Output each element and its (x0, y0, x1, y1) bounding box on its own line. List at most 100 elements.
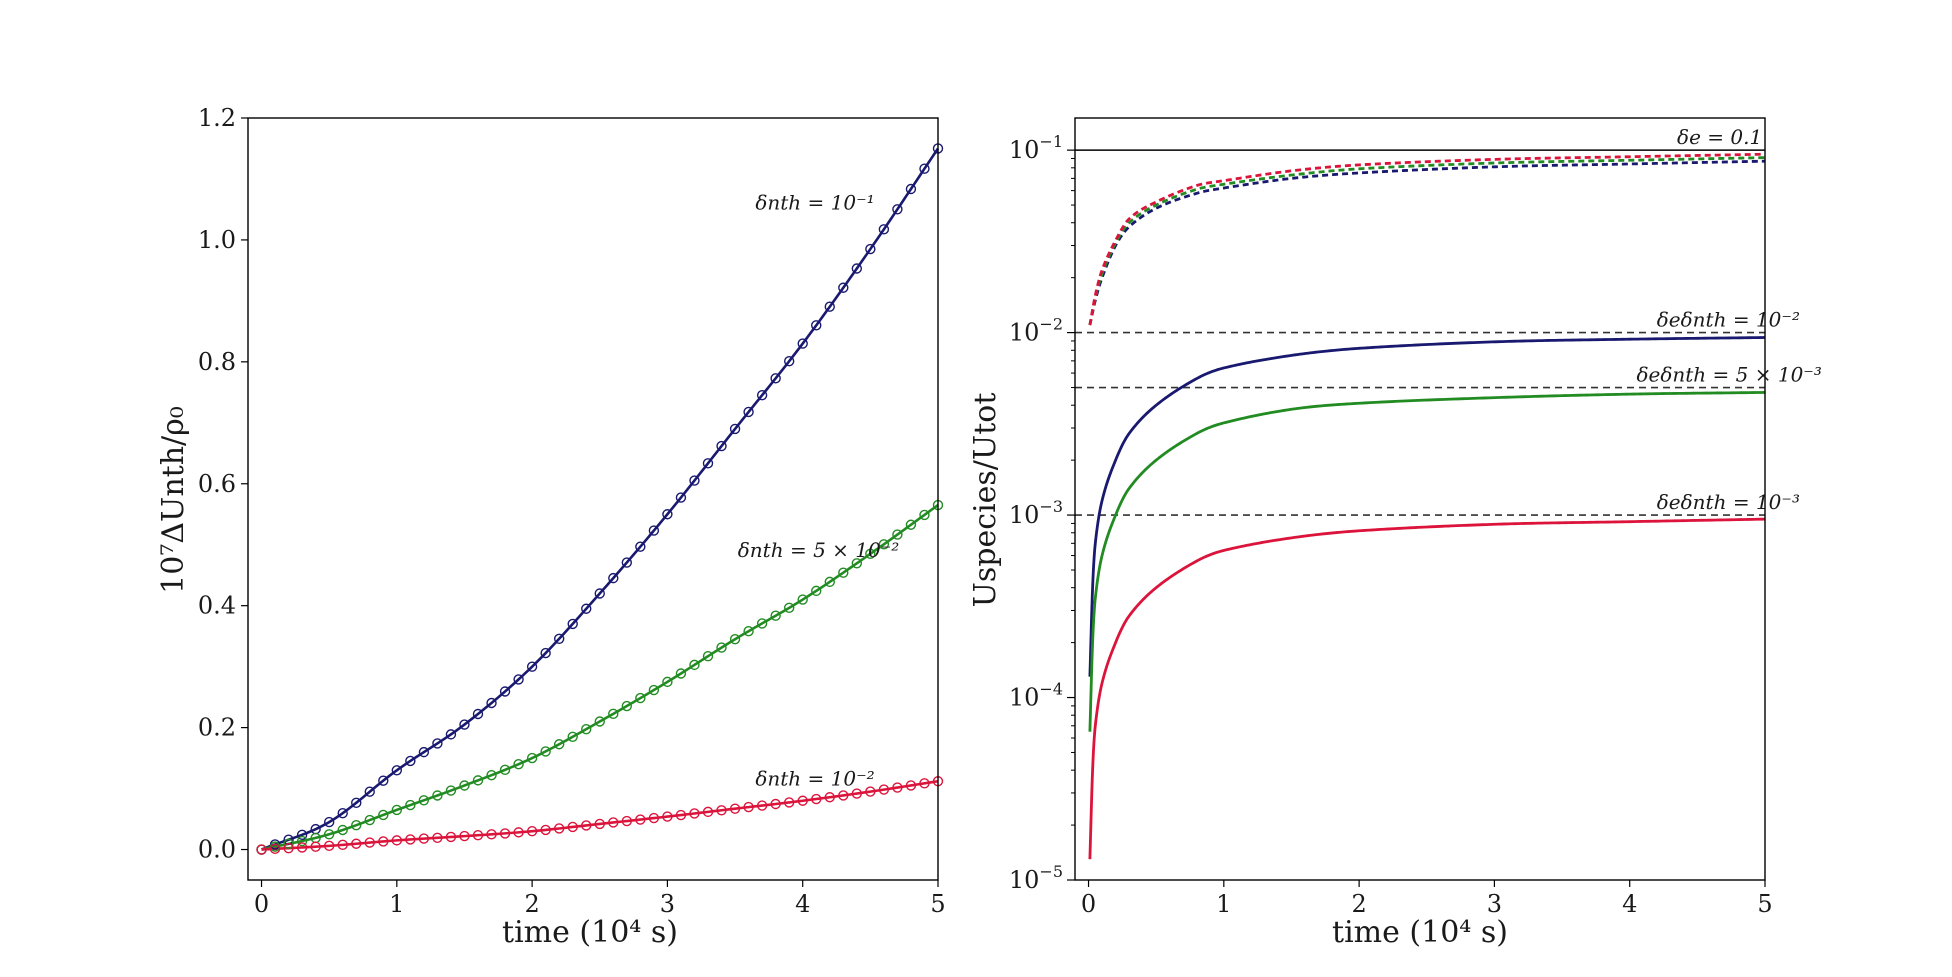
left-series-marker-0 (878, 224, 890, 235)
left-series-marker-2 (892, 782, 903, 793)
left-series-marker-0 (296, 829, 308, 841)
right-x-ticks: 0 1 2 3 4 5 (1081, 880, 1773, 918)
left-series-marker-0 (648, 525, 660, 536)
left-series-marker-0 (838, 282, 849, 293)
left-x-tick-label: 3 (660, 890, 675, 918)
left-series-marker-0 (702, 458, 714, 469)
right-series-line-2 (1088, 152, 1766, 326)
left-series-marker-0 (919, 163, 930, 174)
right-x-tick-label: 4 (1622, 890, 1637, 918)
left-series-marker-2 (662, 811, 673, 822)
left-series-marker-1 (824, 576, 835, 588)
left-series-marker-2 (756, 800, 768, 811)
left-series-marker-1 (405, 799, 416, 811)
left-chart-panel: 0 1 2 3 4 5 0.0 0.2 0.4 0.6 0.8 1.0 1.2 δnth = 10⁻¹… (156, 104, 946, 950)
left-series-marker-2 (648, 812, 660, 824)
left-annotations: δnth = 10⁻¹ δnth = 5 × 10⁻² δnth = 10⁻² (738, 190, 900, 790)
left-series-marker-2 (513, 827, 524, 838)
right-y-axis-title: Uspecies/Utot (968, 393, 1003, 608)
left-series-marker-0 (635, 541, 646, 552)
left-series-marker-1 (905, 519, 917, 530)
left-series-marker-1 (581, 723, 592, 735)
left-series-marker-0 (391, 765, 403, 776)
left-series-marker-0 (756, 390, 768, 401)
left-series-marker-0 (553, 633, 565, 644)
right-x-tick-label: 5 (1757, 890, 1772, 918)
left-series-marker-0 (581, 603, 592, 614)
right-reference-label-2: δeδnth = 5 × 10⁻³ (1636, 363, 1821, 387)
right-x-tick-label: 1 (1216, 890, 1231, 918)
left-series-marker-1 (323, 829, 335, 840)
left-series-marker-2 (702, 806, 714, 818)
left-series-marker-2 (743, 801, 754, 813)
left-series-marker-0 (797, 338, 808, 349)
left-series-marker-1 (635, 692, 646, 704)
left-series-marker-1 (919, 509, 930, 521)
left-series-marker-2 (337, 839, 348, 851)
left-series-marker-1 (892, 529, 903, 540)
right-axes-frame (1074, 117, 1766, 881)
right-series-line-5 (1088, 517, 1766, 860)
left-series-marker-2 (770, 798, 781, 810)
left-series-marker-0 (689, 475, 700, 486)
left-series-marker-2 (729, 803, 741, 814)
left-series-marker-0 (432, 738, 443, 749)
left-series-marker-1 (783, 602, 795, 614)
left-series-marker-2 (351, 838, 362, 849)
left-series-marker-2 (391, 835, 403, 846)
left-series-marker-0 (351, 797, 362, 809)
right-series-line-3 (1088, 336, 1766, 677)
left-x-ticks: 0 1 2 3 4 5 (254, 880, 946, 918)
right-x-tick-label: 0 (1081, 890, 1096, 918)
left-series-marker-0 (567, 618, 578, 630)
left-series-marker-2 (635, 814, 646, 825)
left-series-marker-0 (594, 588, 605, 599)
left-y-tick-label: 0.8 (198, 348, 236, 376)
left-series-marker-0 (445, 729, 457, 740)
left-series-marker-2 (783, 797, 795, 808)
left-series-marker-2 (824, 792, 835, 803)
left-series-marker-0 (486, 697, 497, 709)
left-series-marker-2 (594, 818, 605, 830)
left-series-marker-0 (905, 183, 917, 195)
left-series-marker-2 (797, 795, 808, 806)
left-series-marker-2 (323, 840, 335, 852)
left-series-marker-0 (459, 719, 470, 730)
left-y-tick-label: 0.0 (198, 836, 236, 864)
left-series-marker-1 (513, 759, 524, 770)
left-series-marker-2 (296, 842, 308, 853)
left-series-marker-2 (364, 837, 375, 848)
left-series-marker-2 (553, 823, 565, 834)
right-x-axis-title: time (10⁴ s) (1332, 915, 1508, 950)
left-y-tick-label: 0.4 (198, 592, 236, 620)
left-x-tick-label: 2 (524, 890, 539, 918)
left-series-marker-2 (540, 824, 551, 836)
left-series-marker-1 (702, 651, 714, 662)
left-series-marker-0 (892, 204, 903, 215)
left-series-marker-2 (716, 805, 727, 816)
left-x-tick-label: 4 (795, 890, 810, 918)
left-series-marker-2 (838, 790, 849, 801)
left-series-marker-1 (486, 770, 497, 781)
right-series-line-0 (1088, 159, 1766, 326)
left-series-marker-1 (553, 739, 565, 750)
left-x-tick-label: 5 (930, 890, 945, 918)
left-series-marker-1 (851, 558, 863, 569)
left-x-tick-label: 0 (254, 890, 269, 918)
left-series-marker-2 (459, 830, 470, 842)
left-series-marker-1 (567, 731, 578, 742)
left-y-ticks: 0.0 0.2 0.4 0.6 0.8 1.0 1.2 (198, 104, 248, 864)
left-series-marker-0 (770, 373, 781, 384)
left-annotation: δnth = 10⁻¹ (755, 190, 874, 214)
left-series-marker-0 (337, 807, 348, 819)
left-annotation: δnth = 5 × 10⁻² (738, 538, 900, 562)
left-series-marker-0 (783, 356, 795, 367)
left-y-tick-label: 0.6 (198, 470, 236, 498)
left-series-marker-0 (526, 661, 538, 672)
left-series-marker-2 (811, 793, 822, 805)
left-plot-area (256, 143, 944, 855)
left-series-marker-2 (865, 786, 876, 797)
left-series-marker-1 (838, 567, 849, 578)
left-series-marker-0 (675, 492, 687, 503)
